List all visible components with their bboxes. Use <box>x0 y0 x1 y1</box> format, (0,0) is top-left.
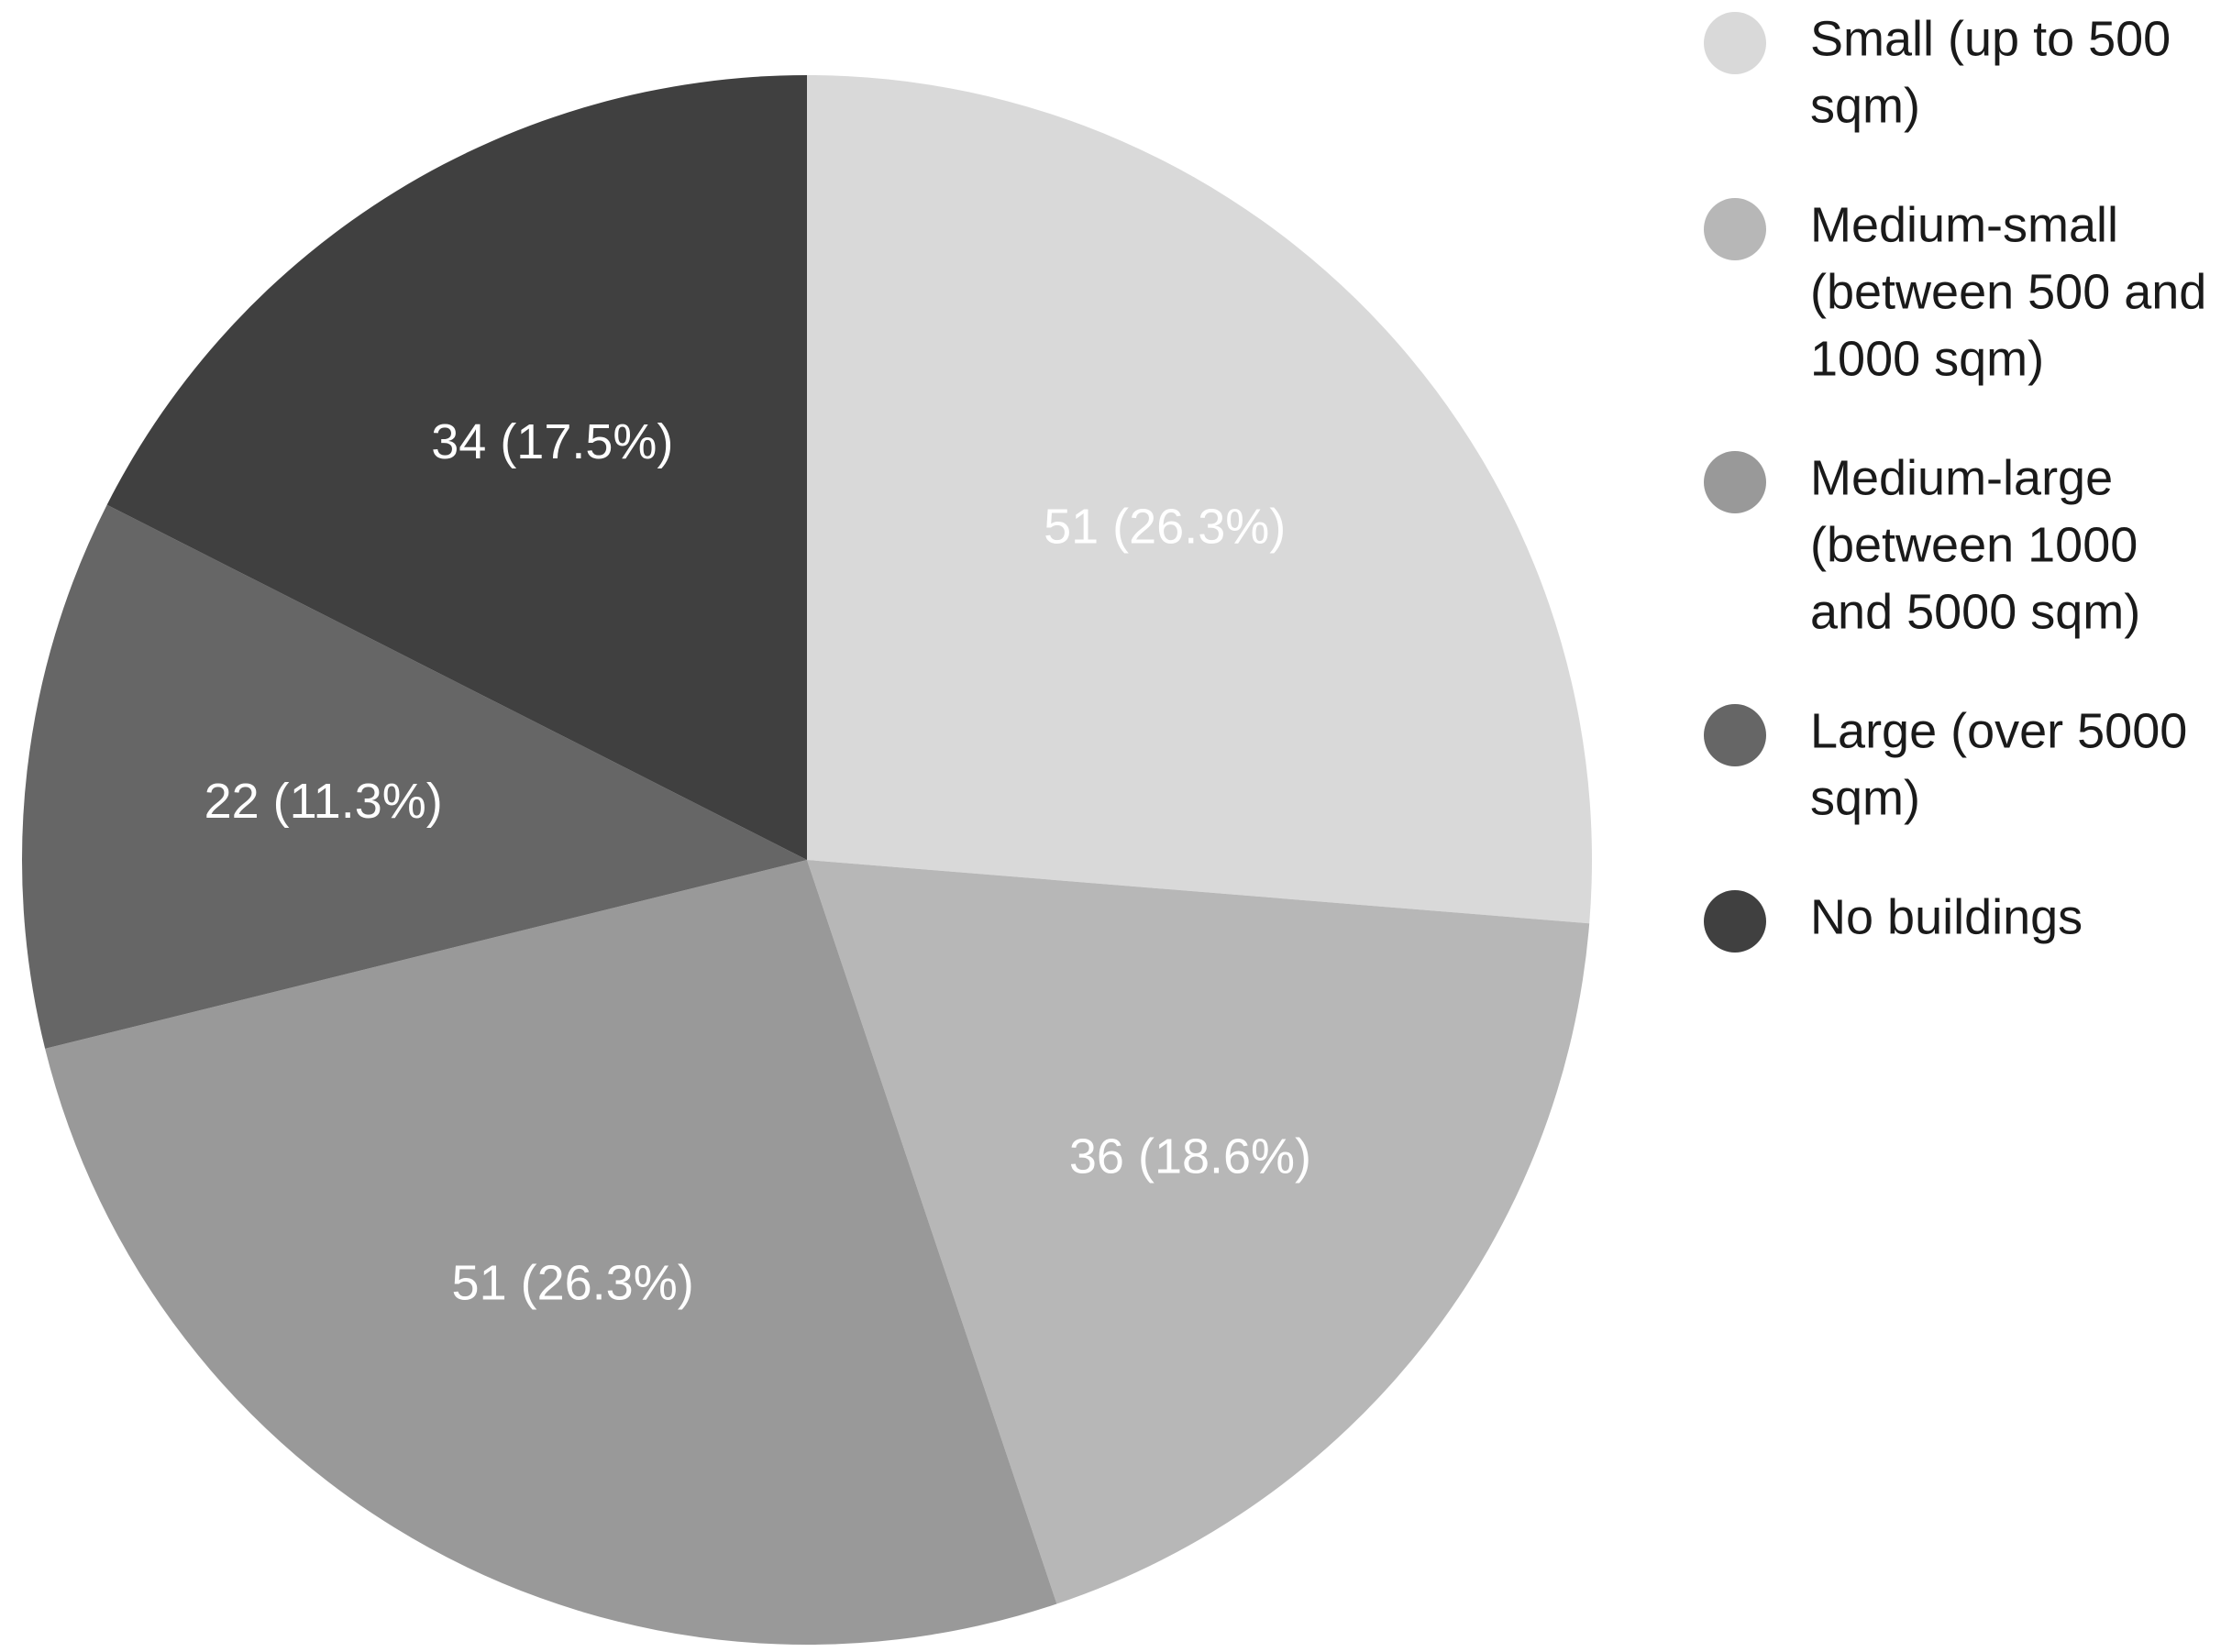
legend-label-line: sqm) <box>1810 78 1920 133</box>
legend-label-line: (between 500 and <box>1810 264 2206 319</box>
pie-slices <box>22 75 1592 1645</box>
slice-data-label-4: 22 (11.3%) <box>204 774 443 829</box>
legend-marker-5 <box>1704 890 1766 953</box>
legend-label-line: and 5000 sqm) <box>1810 584 2140 639</box>
slice-data-label-1: 51 (26.3%) <box>1044 499 1286 554</box>
legend: Small (up to 500 sqm) Medium-small (between… <box>1704 11 2206 953</box>
slice-data-label-3: 51 (26.3%) <box>452 1256 694 1311</box>
legend-label-line: Medium-large <box>1810 450 2113 505</box>
legend-marker-1 <box>1704 12 1766 74</box>
legend-label-line: Medium-small <box>1810 197 2118 252</box>
slice-data-label-5: 34 (17.5%) <box>431 414 673 469</box>
pie-slice-2 <box>807 860 1590 1604</box>
slice-data-label-2: 36 (18.6%) <box>1069 1129 1311 1184</box>
legend-label-5: No buildings <box>1810 889 2083 944</box>
legend-label-line: Large (over 5000 <box>1810 703 2187 758</box>
pie-slice-3 <box>45 860 1057 1645</box>
slice-data-labels: 51 (26.3%) 36 (18.6%) 51 (26.3%) 22 (11.3%)… <box>204 414 1311 1311</box>
pie-slice-4 <box>22 504 807 1049</box>
legend-marker-3 <box>1704 451 1766 513</box>
pie-slice-5 <box>106 75 807 860</box>
legend-label-3: Medium-large (between 1000 and 5000 sqm) <box>1810 450 2140 639</box>
legend-label-line: (between 1000 <box>1810 517 2138 572</box>
legend-marker-2 <box>1704 198 1766 260</box>
legend-label-line: sqm) <box>1810 770 1920 825</box>
legend-label-4: Large (over 5000 sqm) <box>1810 703 2187 825</box>
legend-item-2: Medium-small (between 500 and 1000 sqm) <box>1704 197 2206 386</box>
legend-item-4: Large (over 5000 sqm) <box>1704 703 2187 825</box>
legend-item-5: No buildings <box>1704 889 2083 953</box>
legend-item-3: Medium-large (between 1000 and 5000 sqm) <box>1704 450 2140 639</box>
legend-label-2: Medium-small (between 500 and 1000 sqm) <box>1810 197 2206 386</box>
legend-label-line: 1000 sqm) <box>1810 331 2044 386</box>
legend-item-1: Small (up to 500 sqm) <box>1704 11 2171 133</box>
legend-label-line: Small (up to 500 <box>1810 11 2171 66</box>
legend-marker-4 <box>1704 704 1766 766</box>
legend-label-1: Small (up to 500 sqm) <box>1810 11 2171 133</box>
pie-slice-1 <box>807 75 1592 924</box>
legend-label-line: No buildings <box>1810 889 2083 944</box>
